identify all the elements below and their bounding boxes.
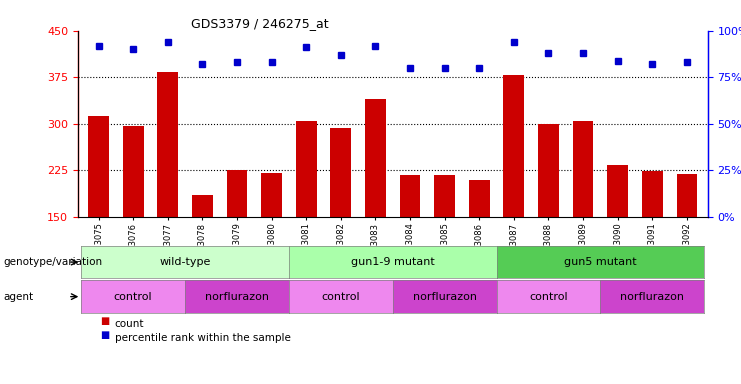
Text: control: control	[529, 291, 568, 302]
Bar	[296, 121, 316, 217]
Bar	[399, 175, 420, 217]
Text: gun1-9 mutant: gun1-9 mutant	[350, 257, 435, 267]
Bar	[573, 121, 594, 217]
Bar	[365, 99, 386, 217]
Text: wild-type: wild-type	[159, 257, 210, 267]
Text: norflurazon: norflurazon	[620, 291, 684, 302]
Bar	[642, 171, 662, 217]
Bar	[434, 175, 455, 217]
Bar	[157, 72, 178, 217]
Bar	[262, 173, 282, 217]
Text: ■: ■	[100, 316, 109, 326]
Bar	[608, 166, 628, 217]
Text: norflurazon: norflurazon	[205, 291, 269, 302]
Bar	[677, 174, 697, 217]
Bar	[330, 128, 351, 217]
Text: control: control	[322, 291, 360, 302]
Text: ■: ■	[100, 330, 109, 340]
Text: norflurazon: norflurazon	[413, 291, 476, 302]
Text: genotype/variation: genotype/variation	[4, 257, 103, 267]
Text: GDS3379 / 246275_at: GDS3379 / 246275_at	[191, 17, 329, 30]
Bar	[469, 180, 490, 217]
Bar	[88, 116, 109, 217]
Bar	[227, 170, 247, 217]
Bar	[538, 124, 559, 217]
Bar	[192, 195, 213, 217]
Bar	[123, 126, 144, 217]
Text: percentile rank within the sample: percentile rank within the sample	[115, 333, 290, 343]
Bar	[503, 75, 524, 217]
Text: agent: agent	[4, 291, 34, 302]
Text: gun5 mutant: gun5 mutant	[564, 257, 637, 267]
Text: count: count	[115, 319, 144, 329]
Text: control: control	[114, 291, 153, 302]
